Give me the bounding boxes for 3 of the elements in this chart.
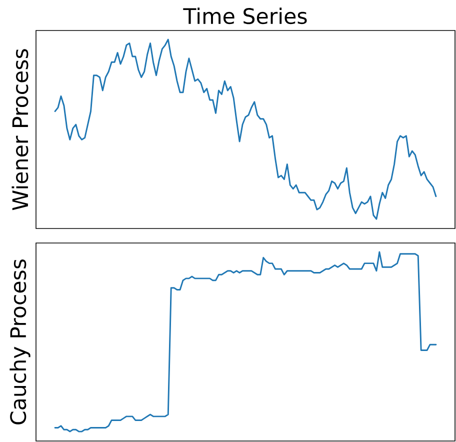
y-axis-title: Cauchy Process bbox=[10, 259, 30, 424]
y-axis-title: Wiener Process bbox=[12, 49, 28, 210]
chart-title: Time Series bbox=[183, 8, 307, 24]
